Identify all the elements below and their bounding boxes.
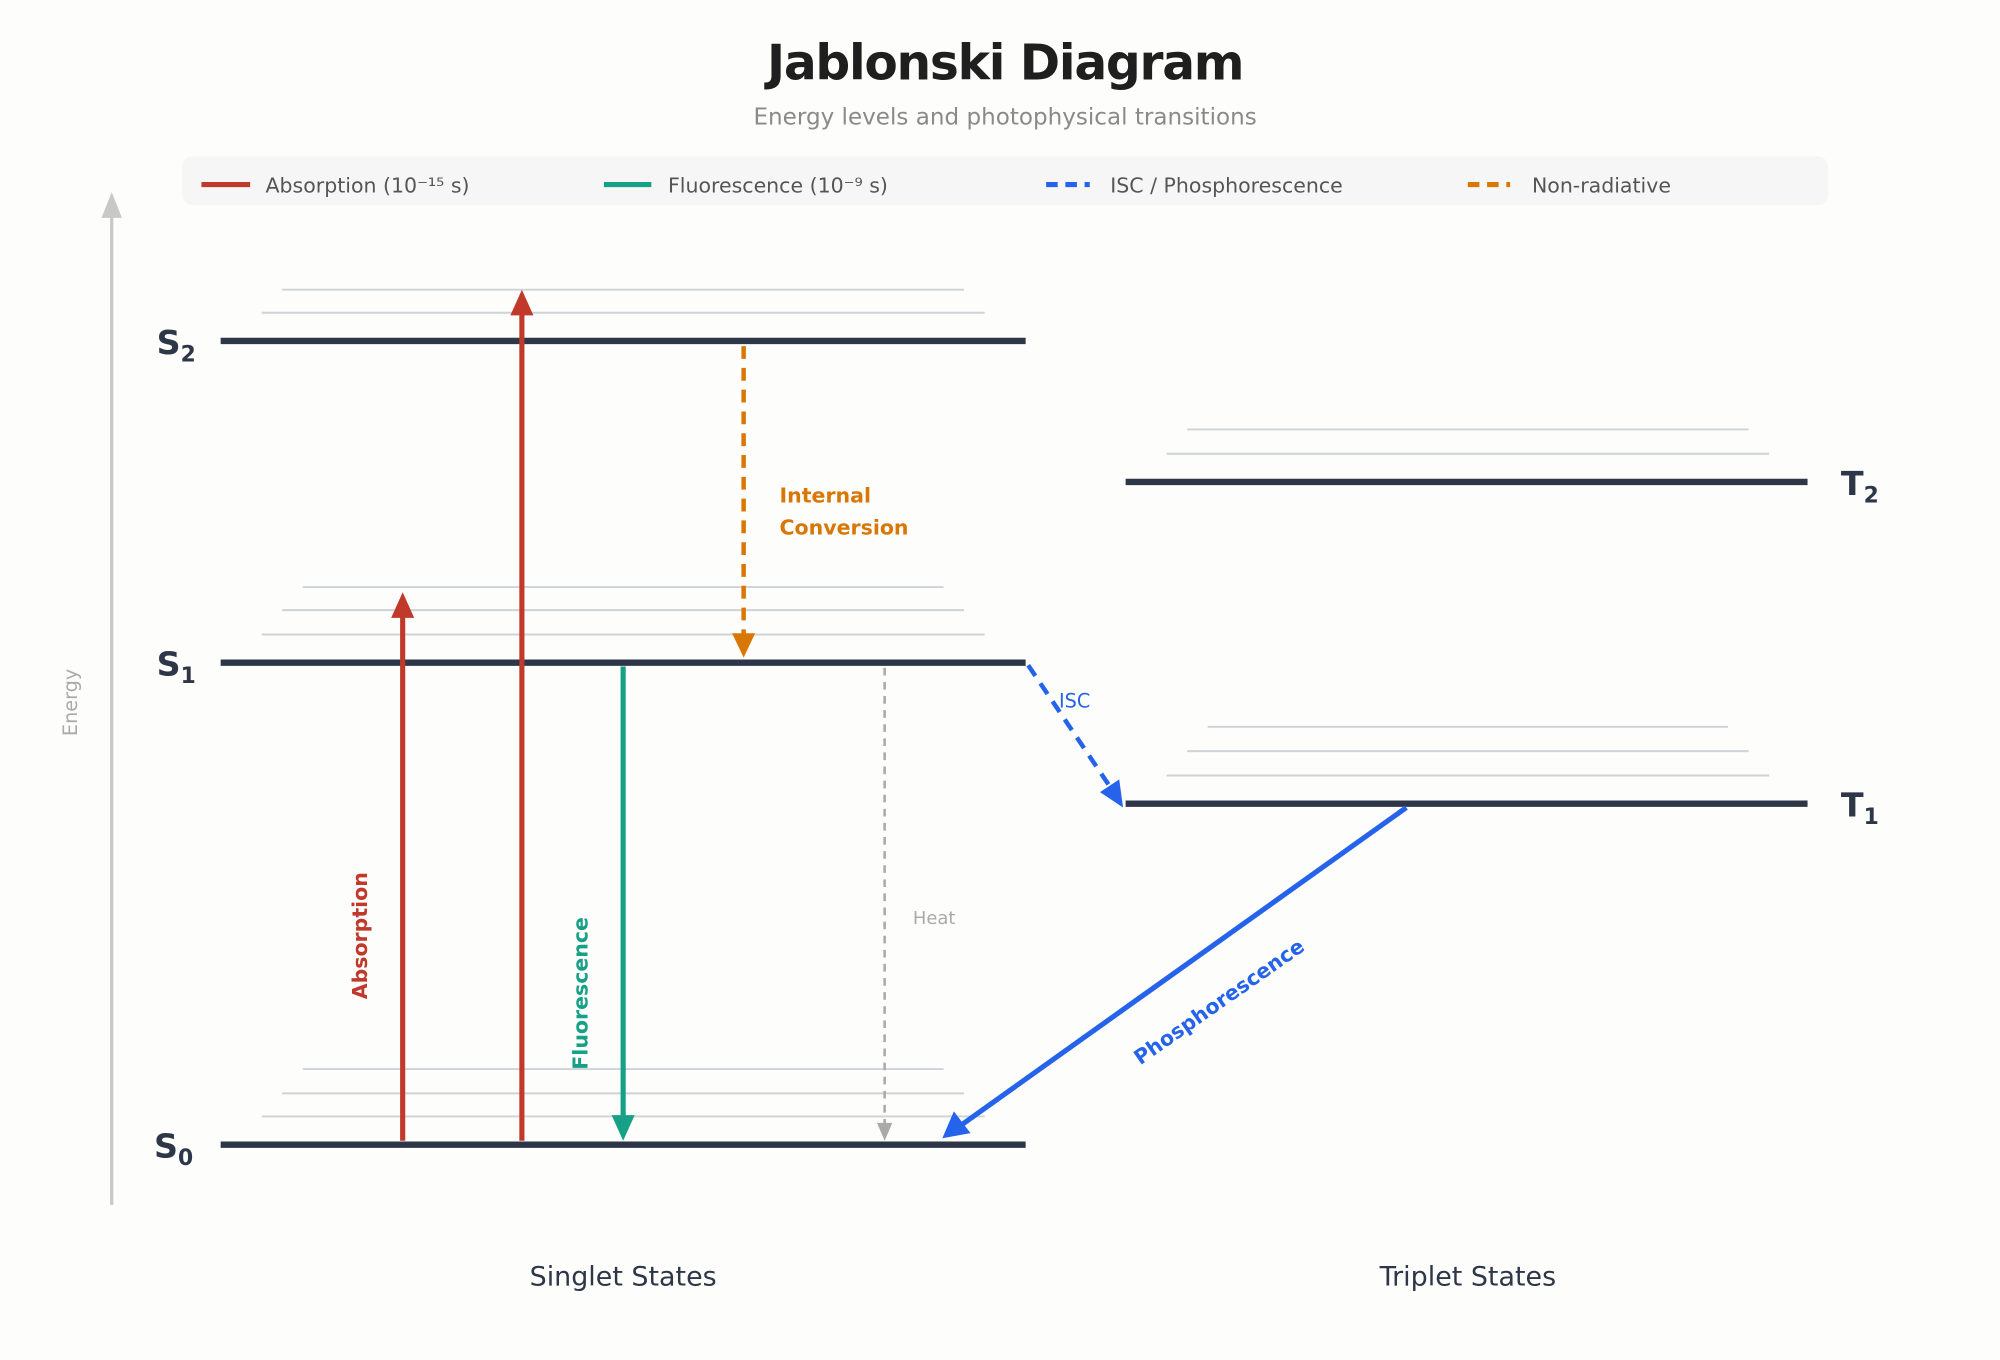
fluorescence-arrowhead bbox=[611, 1115, 635, 1141]
absorption-arrowhead-s1 bbox=[391, 592, 415, 618]
fluorescence-label: Fluorescence bbox=[568, 917, 592, 1070]
internal-conversion-arrowhead bbox=[732, 633, 756, 658]
internal-conversion-label-line1: Internal bbox=[780, 483, 872, 507]
internal-conversion-label-line2: Conversion bbox=[780, 516, 909, 540]
legend-label-isc: ISC / Phosphorescence bbox=[1110, 173, 1342, 197]
label-s0: S0 bbox=[154, 1126, 193, 1171]
isc-arrow bbox=[1026, 664, 1113, 789]
phosphorescence-group: Phosphorescence bbox=[942, 805, 1408, 1139]
absorption-label: Absorption bbox=[348, 872, 372, 999]
diagram-title: Jablonski Diagram bbox=[764, 35, 1243, 91]
energy-axis-label: Energy bbox=[59, 669, 82, 736]
heat-group: Heat bbox=[876, 667, 956, 1141]
energy-axis-arrowhead bbox=[101, 192, 122, 218]
heat-arrowhead bbox=[876, 1122, 893, 1141]
legend: Absorption (10⁻¹⁵ s) Fluorescence (10⁻⁹ … bbox=[182, 156, 1829, 206]
isc-label: ISC bbox=[1059, 690, 1090, 713]
label-s1: S1 bbox=[157, 645, 196, 690]
absorption-arrows: Absorption bbox=[348, 289, 534, 1141]
legend-label-nonradiative: Non-radiative bbox=[1532, 173, 1671, 197]
diagram-subtitle: Energy levels and photophysical transiti… bbox=[753, 104, 1256, 130]
label-t1: T1 bbox=[1841, 786, 1879, 831]
isc-arrowhead bbox=[1099, 779, 1124, 808]
phosphorescence-label: Phosphorescence bbox=[1129, 934, 1308, 1070]
heat-label: Heat bbox=[913, 908, 956, 929]
legend-label-absorption: Absorption (10⁻¹⁵ s) bbox=[266, 173, 470, 197]
label-t2: T2 bbox=[1841, 464, 1879, 509]
energy-axis: Energy bbox=[59, 192, 122, 1205]
phosphorescence-arrowhead bbox=[942, 1111, 971, 1139]
absorption-arrowhead-s2 bbox=[510, 289, 534, 316]
label-s2: S2 bbox=[157, 323, 196, 368]
legend-label-fluorescence: Fluorescence (10⁻⁹ s) bbox=[668, 173, 888, 197]
singlet-states-label: Singlet States bbox=[530, 1262, 717, 1293]
vibrational-levels bbox=[261, 288, 1770, 1118]
fluorescence-arrow-group: Fluorescence bbox=[568, 666, 635, 1141]
internal-conversion-group: Internal Conversion bbox=[732, 346, 909, 658]
phosphorescence-arrow bbox=[957, 805, 1408, 1129]
legend-background bbox=[182, 156, 1829, 206]
triplet-states-label: Triplet States bbox=[1379, 1262, 1556, 1293]
isc-group: ISC bbox=[1026, 664, 1124, 808]
